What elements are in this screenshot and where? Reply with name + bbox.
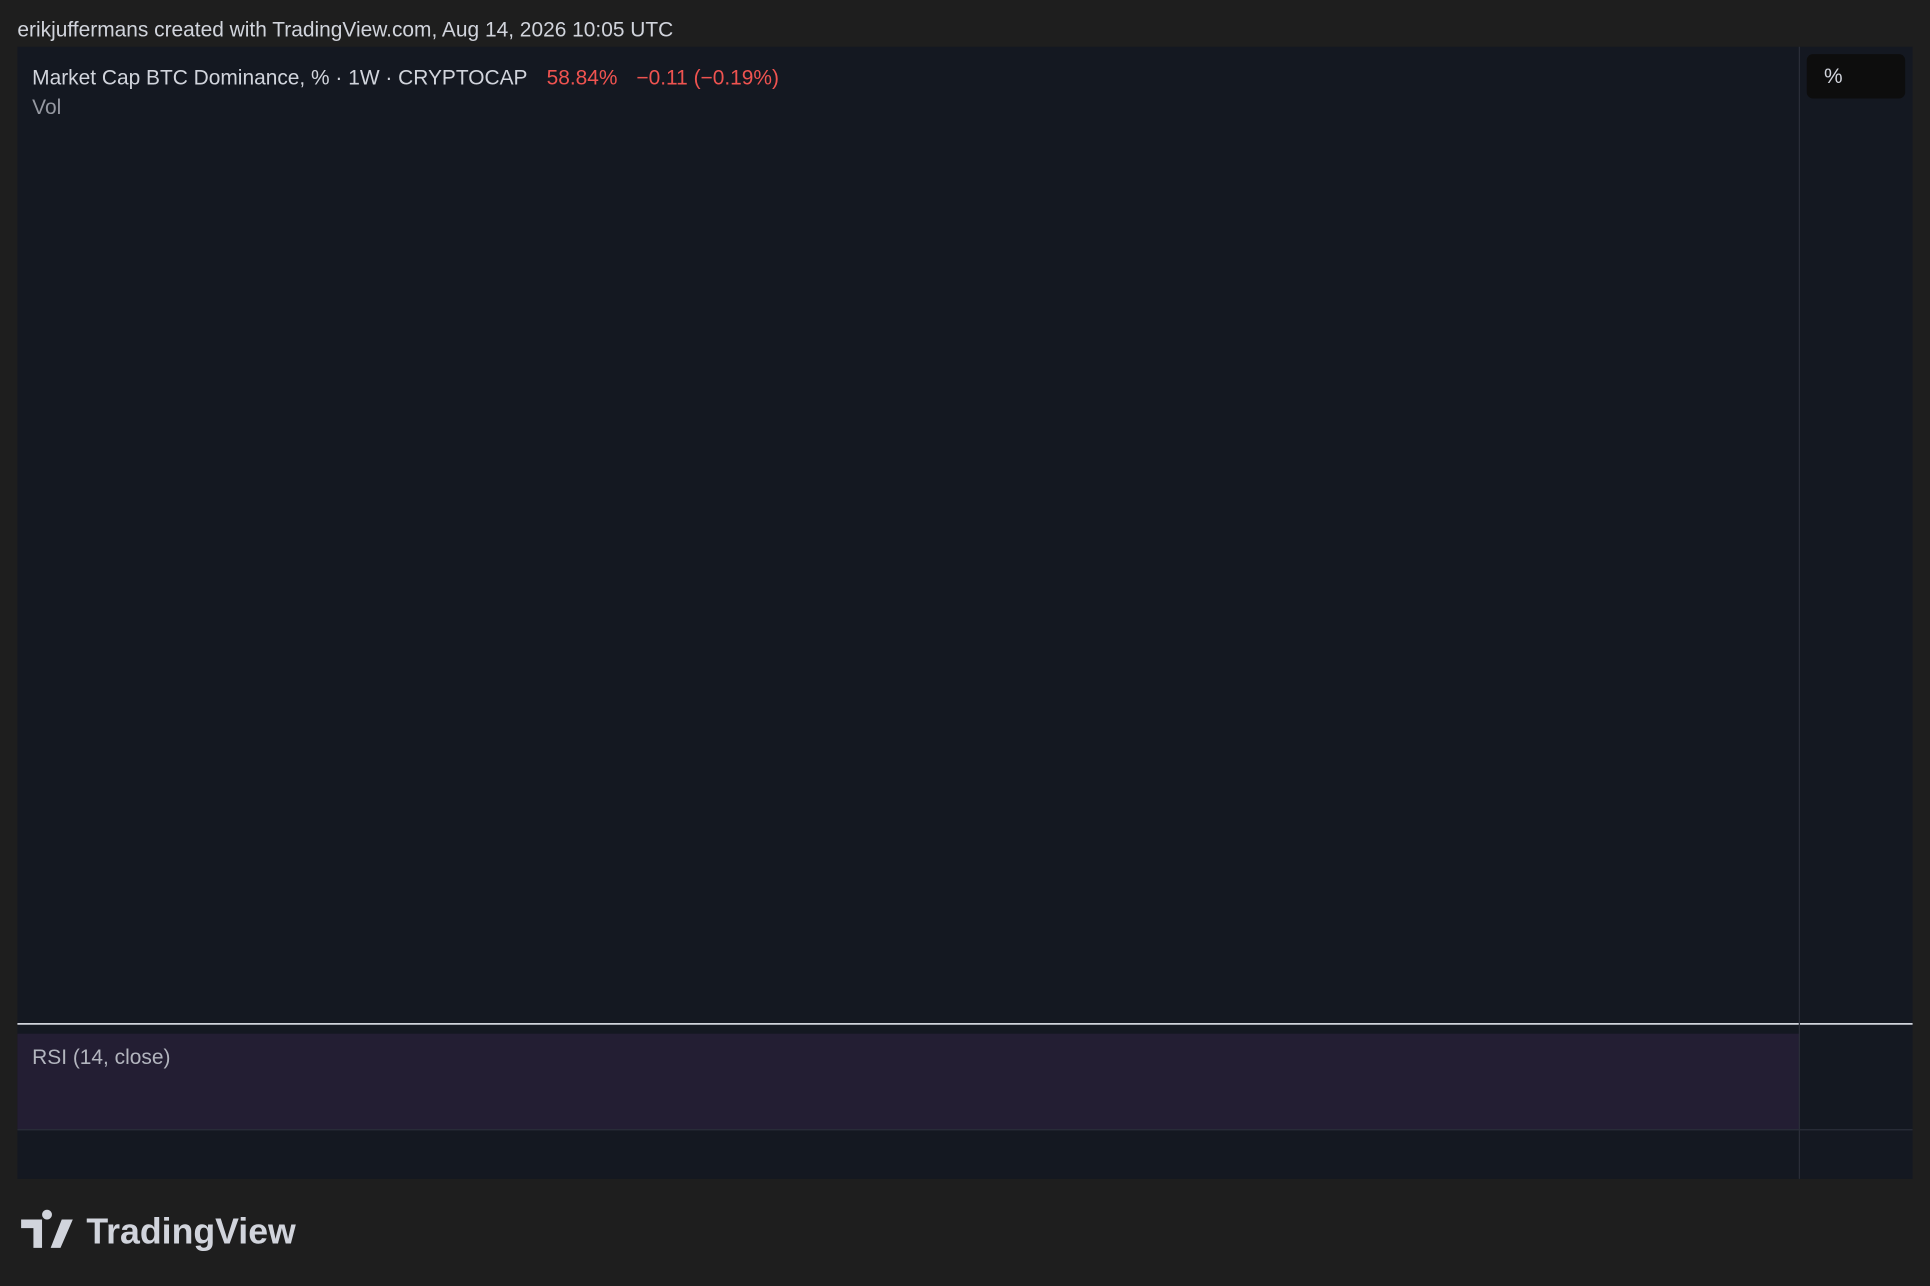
volume-label: Vol [32, 96, 61, 119]
last-value: 58.84% [547, 66, 618, 89]
brand: TradingView [86, 1212, 296, 1252]
scale-button[interactable] [1806, 54, 1906, 99]
symbol-title: Market Cap BTC Dominance, % · 1W · CRYPT… [32, 66, 527, 89]
chart-background [17, 46, 1913, 1179]
change: −0.11 (−0.19%) [636, 66, 779, 89]
brand-logo [21, 1209, 73, 1248]
rsi-label: RSI (14, close) [32, 1046, 170, 1069]
rsi-pane [17, 1033, 1800, 1130]
attribution: erikjuffermans created with TradingView.… [17, 18, 673, 41]
scale-button-label[interactable]: % [1824, 65, 1843, 88]
